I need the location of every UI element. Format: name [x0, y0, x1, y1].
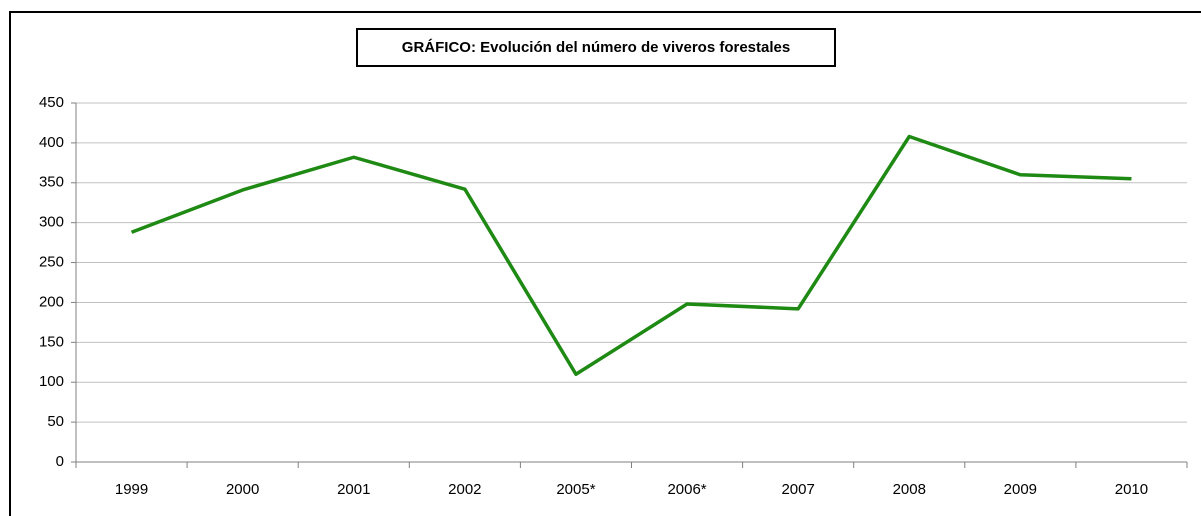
x-tick-label: 2005* — [556, 481, 595, 498]
y-tick-label: 200 — [39, 293, 64, 310]
y-tick-label: 350 — [39, 174, 64, 191]
x-tick-label: 1999 — [115, 481, 148, 498]
y-tick-label: 100 — [39, 373, 64, 390]
data-line — [130, 134, 1132, 376]
y-tick-label: 250 — [39, 254, 64, 271]
x-tick-label: 2002 — [448, 481, 481, 498]
y-tick-label: 150 — [39, 333, 64, 350]
y-tick-label: 400 — [39, 134, 64, 151]
x-tick-label: 2007 — [781, 481, 814, 498]
chart-frame — [9, 11, 1201, 516]
chart-title: GRÁFICO: Evolución del número de viveros… — [402, 39, 790, 56]
x-tick-label: 2000 — [226, 481, 259, 498]
y-tick-label: 50 — [47, 413, 64, 430]
x-tick-label: 2010 — [1115, 481, 1148, 498]
x-tick-label: 2008 — [893, 481, 926, 498]
x-tick-label: 2001 — [337, 481, 370, 498]
x-tick-label: 2009 — [1004, 481, 1037, 498]
y-tick-label: 450 — [39, 94, 64, 111]
y-tick-label: 300 — [39, 214, 64, 231]
x-tick-label: 2006* — [667, 481, 706, 498]
y-tick-label: 0 — [56, 453, 64, 470]
title-box — [356, 28, 836, 67]
